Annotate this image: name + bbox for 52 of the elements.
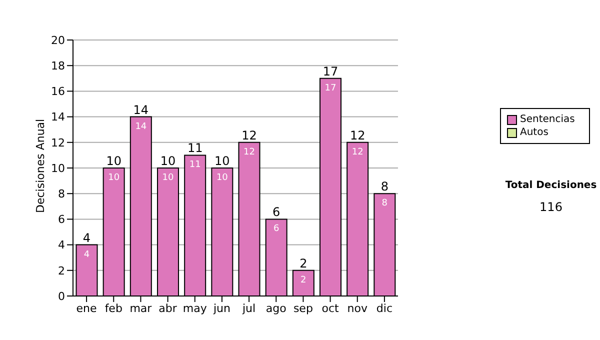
data-label: 10 <box>216 173 228 183</box>
total-label: 10 <box>214 154 230 168</box>
y-axis-title: Decisiones Anual <box>34 118 47 213</box>
text: 116 <box>538 200 564 214</box>
x-tick-label: nov <box>347 302 368 315</box>
y-tick-label: 16 <box>51 85 65 98</box>
data-label: 6 <box>273 224 280 234</box>
total-label: 12 <box>242 128 257 142</box>
total-label: 10 <box>160 154 176 168</box>
total-label: 4 <box>82 230 91 245</box>
total-label: 10 <box>106 154 122 168</box>
y-tick-label: 18 <box>51 60 65 73</box>
x-tick-label: ene <box>76 302 98 315</box>
data-label: 12 <box>244 147 255 158</box>
total-label: 8 <box>380 180 388 194</box>
data-label: 2 <box>300 275 306 286</box>
y-tick-label: 14 <box>51 110 65 124</box>
x-tick-label: may <box>182 302 208 315</box>
y-tick-label: 8 <box>58 188 65 201</box>
total-label: 6 <box>272 205 280 220</box>
total-label: 11 <box>187 141 203 156</box>
x-tick-label: sep <box>293 302 313 315</box>
total-label: 2 <box>300 256 308 270</box>
x-tick-label: feb <box>104 302 122 315</box>
x-tick-label: dic <box>376 302 393 315</box>
x-tick-label: jun <box>212 302 230 315</box>
y-tick-label: 6 <box>58 213 65 226</box>
legend-label: Sentencias <box>520 113 575 126</box>
x-tick-label: ago <box>266 302 287 315</box>
total-label: 17 <box>322 64 338 78</box>
y-tick-label: 10 <box>51 162 65 175</box>
y-tick-label: 2 <box>58 264 65 278</box>
y-tick-label: 12 <box>51 136 65 150</box>
y-tick-label: 20 <box>51 34 65 47</box>
data-label: 10 <box>162 173 174 183</box>
y-tick-label: 4 <box>58 238 65 252</box>
x-tick-label: mar <box>130 302 152 315</box>
x-tick-label: oct <box>322 302 340 315</box>
total-label: 14 <box>133 102 149 117</box>
data-label: 4 <box>84 250 90 260</box>
data-label: 11 <box>189 160 201 170</box>
data-label: 17 <box>324 83 336 94</box>
data-label: 8 <box>382 198 388 209</box>
x-tick-label: abr <box>158 302 178 315</box>
text: Total Decisiones <box>504 180 598 191</box>
total-label: 12 <box>350 128 366 142</box>
y-tick-label: 0 <box>58 290 65 303</box>
legend-label: Autos <box>520 126 548 139</box>
data-label: 12 <box>352 147 364 158</box>
x-tick-label: jul <box>241 302 256 315</box>
data-label: 10 <box>108 173 120 183</box>
data-label: 14 <box>135 122 147 132</box>
